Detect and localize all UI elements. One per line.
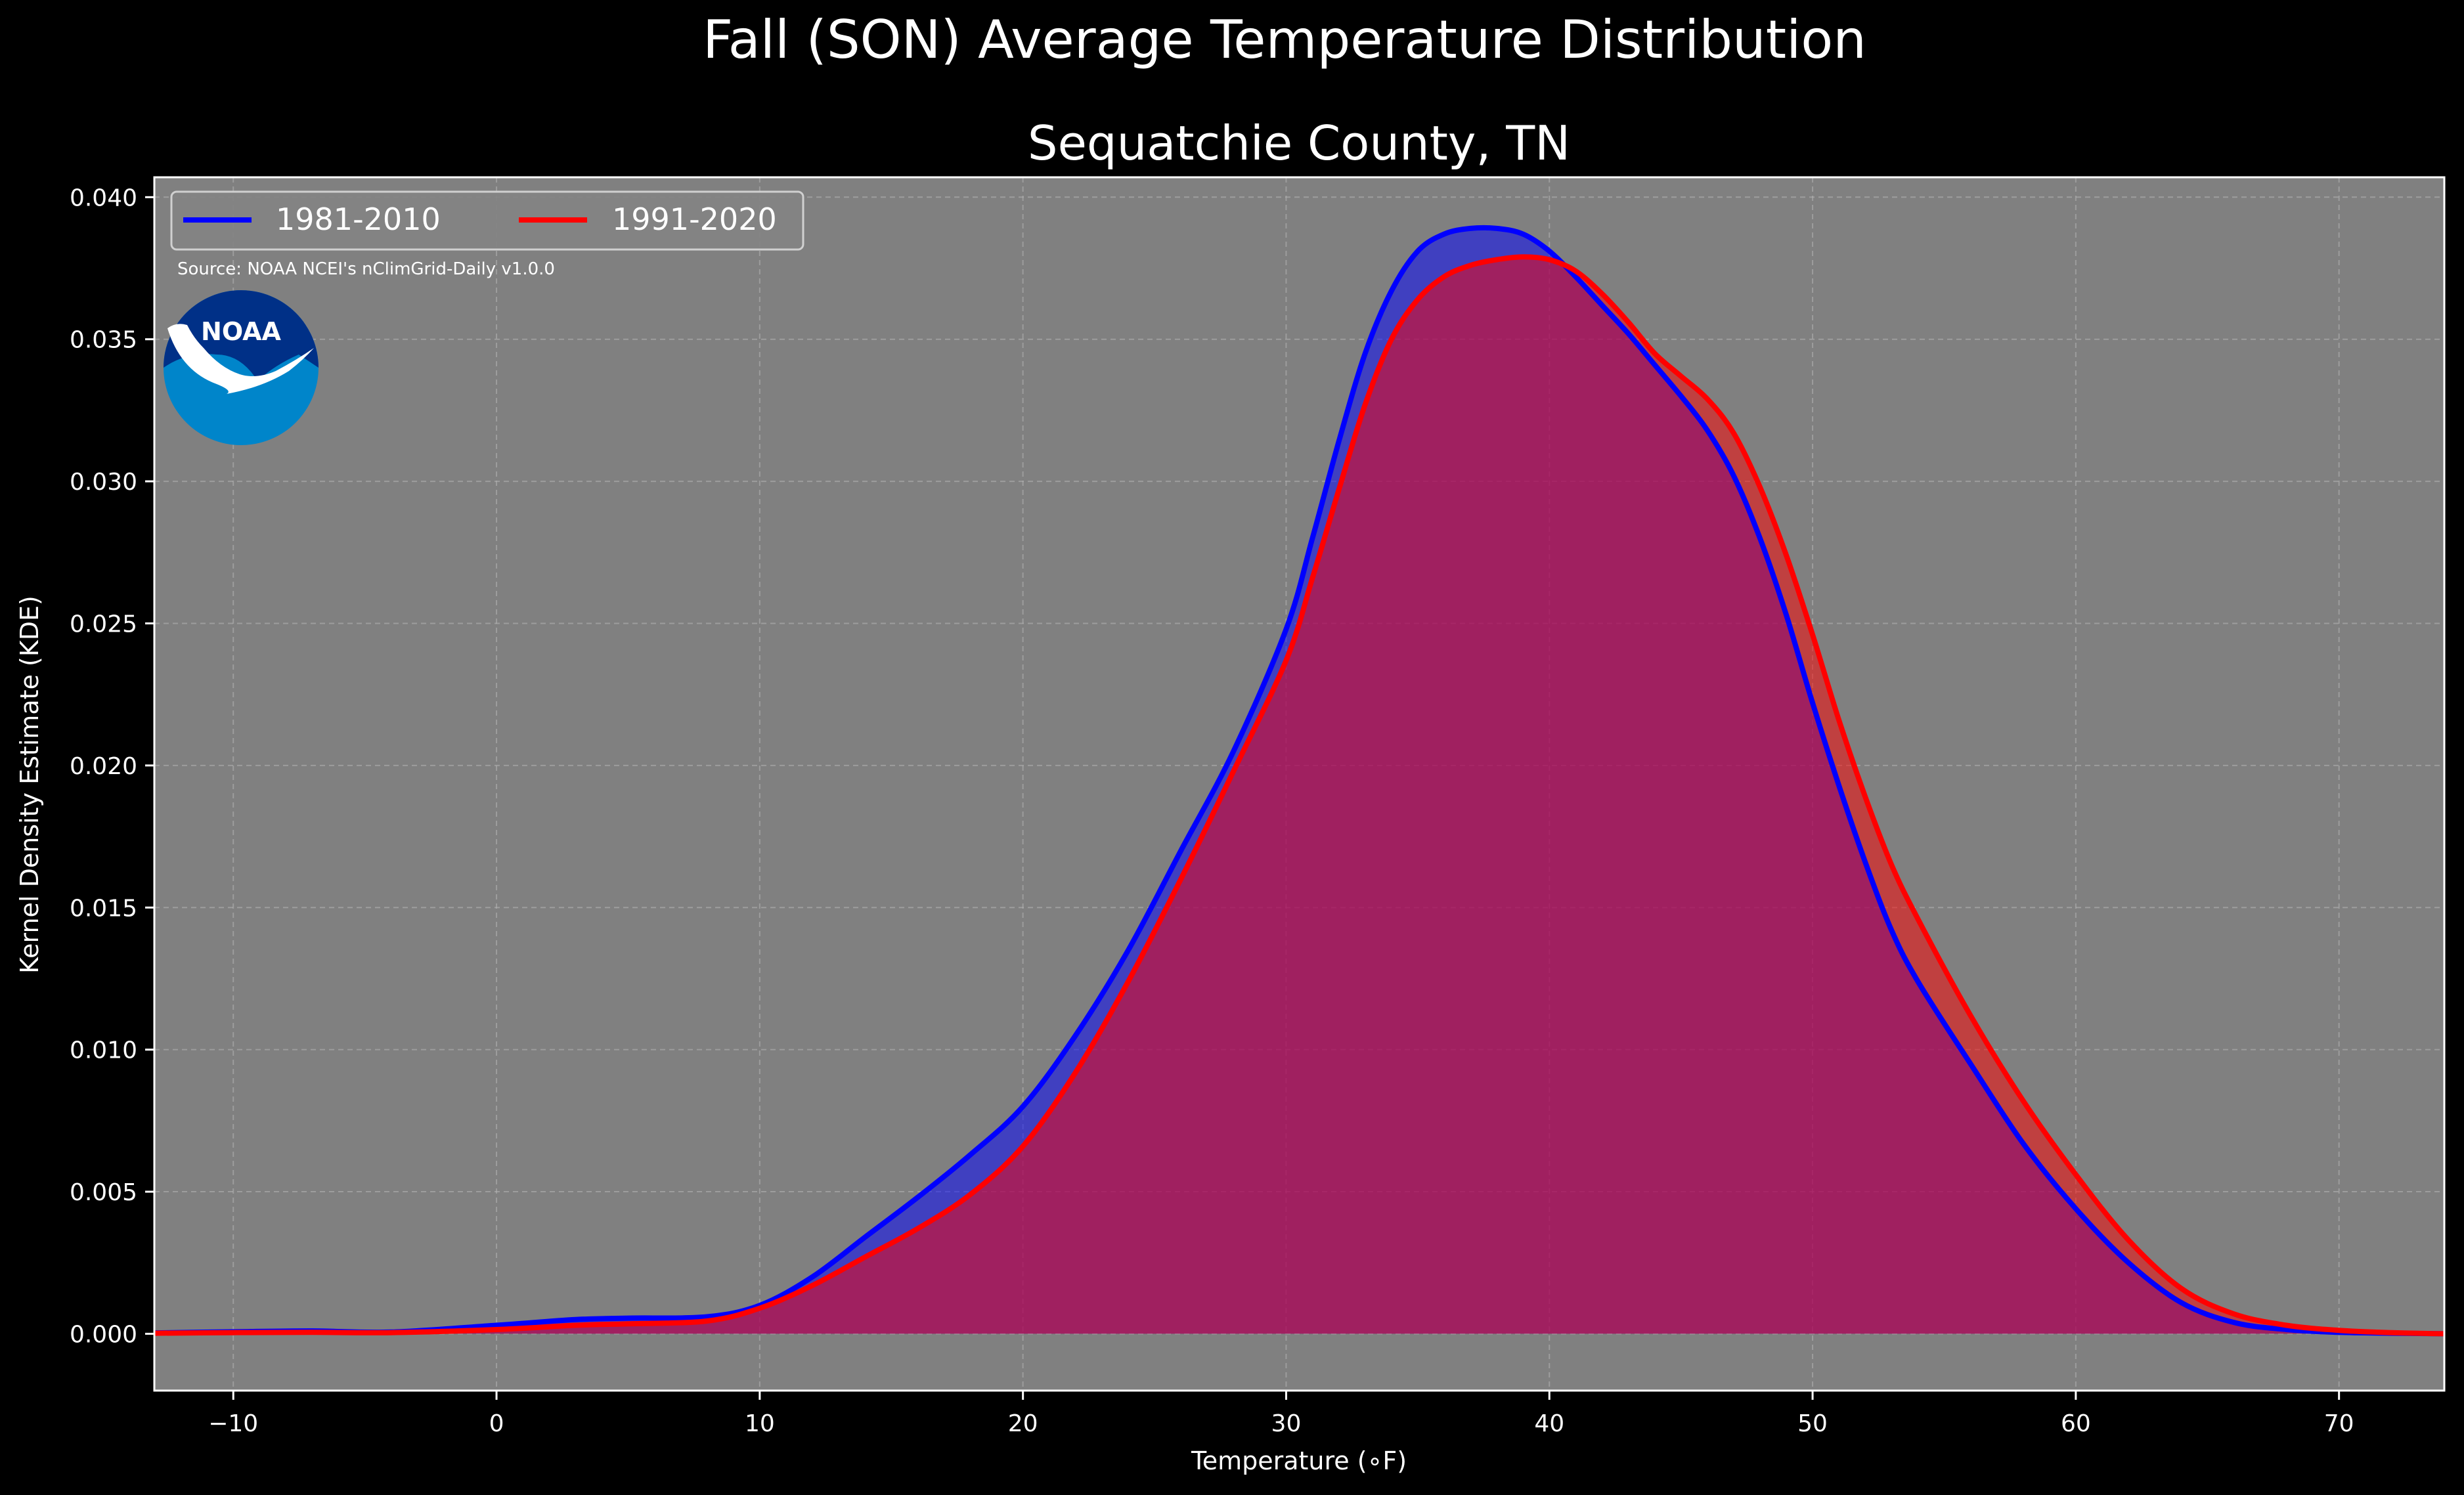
y-tick-label: 0.000 (70, 1321, 137, 1348)
chart-title: Sequatchie County, TN (1028, 116, 1570, 171)
y-axis-label: Kernel Density Estimate (KDE) (15, 596, 44, 974)
y-tick-label: 0.025 (70, 611, 137, 638)
x-tick-label: 30 (1271, 1410, 1302, 1437)
y-tick-label: 0.015 (70, 895, 137, 922)
x-axis-label: Temperature (∘F) (1191, 1446, 1407, 1475)
y-tick-label: 0.035 (70, 327, 137, 354)
x-tick-label: 0 (489, 1410, 504, 1437)
x-tick-label: 70 (2324, 1410, 2354, 1437)
axis-ticks: −10 0 10 20 30 40 50 60 70 0.000 0.005 0.010 0.015 0.… (70, 184, 2354, 1437)
series-line-1981-2010 (154, 225, 2445, 1337)
chart-suptitle: Fall (SON) Average Temperature Distribut… (703, 9, 1866, 70)
legend-label-1991-2020: 1991-2020 (612, 202, 777, 237)
y-tick-label: 0.005 (70, 1179, 137, 1206)
source-note: Source: NOAA NCEI's nClimGrid-Daily v1.0… (177, 259, 555, 279)
plot-frame (153, 176, 2446, 1392)
y-tick-label: 0.010 (70, 1037, 137, 1064)
y-tick-label: 0.040 (70, 184, 137, 211)
y-tick-label: 0.020 (70, 753, 137, 780)
series-lines (154, 225, 2445, 1337)
x-tick-label: 40 (1534, 1410, 1564, 1437)
legend-label-1981-2010: 1981-2010 (276, 202, 441, 237)
legend-box (170, 190, 804, 251)
legend: 1981-2010 1991-2020 (170, 190, 804, 251)
x-tick-label: 10 (745, 1410, 775, 1437)
x-tick-label: 60 (2061, 1410, 2091, 1437)
x-tick-label: −10 (208, 1410, 258, 1437)
noaa-logo: NOAA (164, 290, 319, 445)
noaa-logo-text: NOAA (201, 317, 281, 346)
x-tick-label: 20 (1008, 1410, 1038, 1437)
x-tick-label: 50 (1797, 1410, 1828, 1437)
series-fill-1991-2020 (154, 257, 2444, 1334)
series-line-1991-2020 (154, 254, 2445, 1337)
series-fills (154, 227, 2444, 1334)
y-tick-label: 0.030 (70, 469, 137, 496)
